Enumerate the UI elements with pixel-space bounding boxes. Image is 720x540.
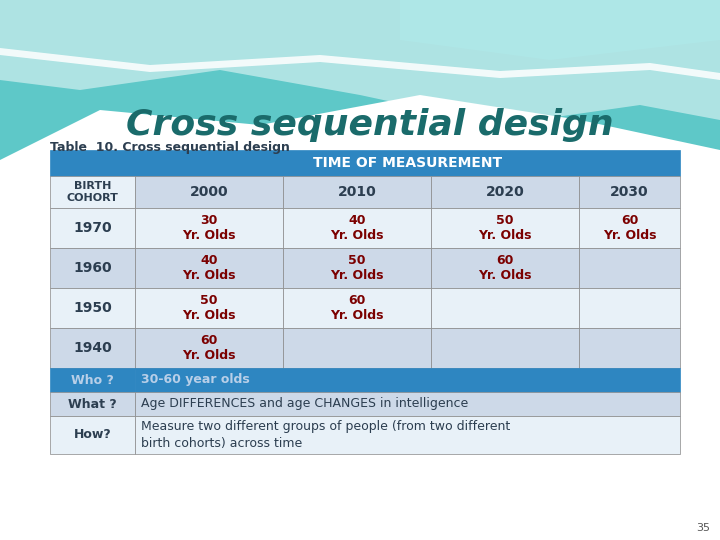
- Polygon shape: [0, 0, 720, 160]
- Text: 30-60 year olds: 30-60 year olds: [141, 374, 250, 387]
- Bar: [135, 176, 283, 208]
- Bar: [50, 208, 135, 248]
- Text: 1940: 1940: [73, 341, 112, 355]
- Bar: [579, 208, 680, 248]
- Text: Age DIFFERENCES and age CHANGES in intelligence: Age DIFFERENCES and age CHANGES in intel…: [141, 397, 468, 410]
- Text: 50
Yr. Olds: 50 Yr. Olds: [330, 254, 384, 282]
- Text: 1950: 1950: [73, 301, 112, 315]
- Bar: [431, 208, 579, 248]
- Polygon shape: [0, 48, 720, 80]
- Bar: [579, 288, 680, 328]
- Polygon shape: [400, 0, 720, 60]
- Text: 60
Yr. Olds: 60 Yr. Olds: [330, 294, 384, 322]
- Bar: [579, 248, 680, 288]
- Bar: [50, 176, 135, 208]
- Bar: [50, 288, 135, 328]
- Text: 2000: 2000: [189, 185, 228, 199]
- Bar: [135, 392, 680, 416]
- Text: 50
Yr. Olds: 50 Yr. Olds: [182, 294, 235, 322]
- Bar: [50, 328, 135, 368]
- Text: 60
Yr. Olds: 60 Yr. Olds: [603, 214, 656, 242]
- Text: BIRTH
COHORT: BIRTH COHORT: [66, 181, 118, 203]
- Text: 60
Yr. Olds: 60 Yr. Olds: [478, 254, 532, 282]
- Text: 60
Yr. Olds: 60 Yr. Olds: [182, 334, 235, 362]
- Bar: [283, 208, 431, 248]
- Bar: [283, 248, 431, 288]
- Text: Who ?: Who ?: [71, 374, 114, 387]
- Text: What ?: What ?: [68, 397, 117, 410]
- Bar: [431, 248, 579, 288]
- Text: 2020: 2020: [485, 185, 524, 199]
- Text: 2010: 2010: [338, 185, 377, 199]
- Bar: [135, 416, 680, 454]
- Text: 50
Yr. Olds: 50 Yr. Olds: [478, 214, 532, 242]
- Bar: [135, 288, 283, 328]
- Bar: [431, 288, 579, 328]
- Polygon shape: [0, 0, 720, 125]
- Text: How?: How?: [73, 429, 112, 442]
- Bar: [50, 368, 135, 392]
- Bar: [50, 248, 135, 288]
- Text: 40
Yr. Olds: 40 Yr. Olds: [182, 254, 235, 282]
- Text: Table  10. Cross sequential design: Table 10. Cross sequential design: [50, 140, 290, 153]
- Bar: [50, 392, 135, 416]
- Text: Cross sequential design: Cross sequential design: [126, 108, 614, 142]
- Text: 2030: 2030: [610, 185, 649, 199]
- Text: 30
Yr. Olds: 30 Yr. Olds: [182, 214, 235, 242]
- Text: TIME OF MEASUREMENT: TIME OF MEASUREMENT: [313, 156, 502, 170]
- Bar: [50, 150, 680, 176]
- Bar: [283, 288, 431, 328]
- Text: 1960: 1960: [73, 261, 112, 275]
- Bar: [579, 328, 680, 368]
- Bar: [135, 248, 283, 288]
- Bar: [579, 176, 680, 208]
- Bar: [431, 328, 579, 368]
- Bar: [283, 328, 431, 368]
- Bar: [135, 368, 680, 392]
- Text: 40
Yr. Olds: 40 Yr. Olds: [330, 214, 384, 242]
- Text: 1970: 1970: [73, 221, 112, 235]
- Bar: [283, 176, 431, 208]
- Bar: [431, 176, 579, 208]
- Bar: [50, 416, 135, 454]
- Bar: [135, 328, 283, 368]
- Text: Measure two different groups of people (from two different
birth cohorts) across: Measure two different groups of people (…: [141, 420, 510, 450]
- Text: 35: 35: [696, 523, 710, 533]
- Bar: [135, 208, 283, 248]
